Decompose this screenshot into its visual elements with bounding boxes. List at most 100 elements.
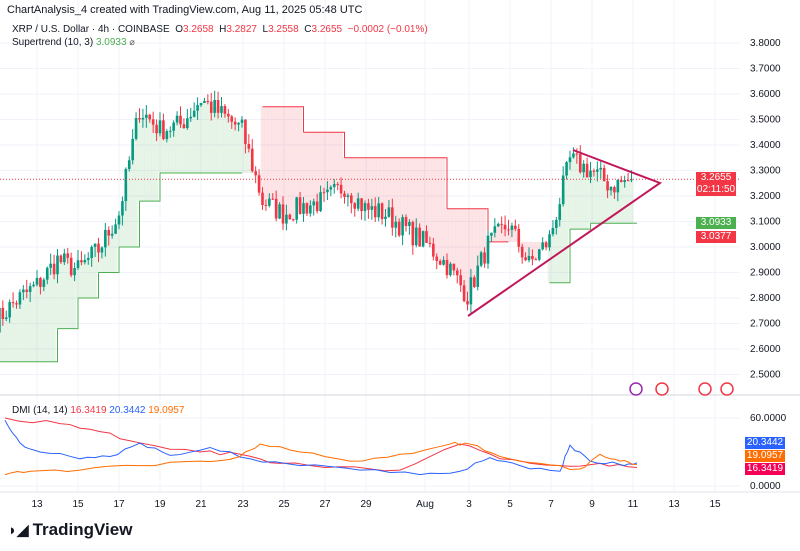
- candle-body: [442, 259, 445, 265]
- candle-body: [534, 259, 538, 261]
- candle-body: [609, 187, 613, 191]
- x-tick-label: 13: [668, 499, 680, 510]
- candle-body: [127, 160, 131, 169]
- candle-body: [285, 214, 288, 224]
- candle-body: [90, 246, 93, 258]
- event-icon: [720, 382, 734, 396]
- event-icon: [655, 382, 669, 396]
- candle-body: [602, 167, 606, 182]
- candle-body: [531, 255, 534, 260]
- price-tick-label: 3.2000: [750, 191, 781, 202]
- price-tick-label: 3.8000: [750, 38, 781, 49]
- candle-body: [49, 263, 52, 268]
- dmi-plus-di-line: [4, 420, 638, 476]
- tradingview-logo: ◗◢ TradingView: [8, 520, 132, 540]
- candle-body: [131, 138, 134, 161]
- candle-body: [551, 227, 555, 235]
- supertrend-line: [139, 173, 161, 202]
- dmi-adx-line: [4, 417, 638, 472]
- candle-body: [155, 124, 158, 134]
- candle-body: [8, 302, 11, 318]
- candle-body: [592, 170, 596, 172]
- chart-header: ChartAnalysis_4 created with TradingView…: [7, 4, 363, 16]
- supertrend-line: [509, 242, 550, 283]
- candle-body: [179, 115, 182, 125]
- candle-body: [203, 100, 206, 103]
- candle-body: [541, 242, 544, 250]
- hidden-eye-icon[interactable]: ⌀: [129, 37, 135, 47]
- candle-body: [312, 201, 316, 206]
- price-tick-label: 3.4000: [750, 140, 781, 151]
- dmi-plus-tag: 20.3442: [745, 437, 785, 449]
- candle-body: [295, 197, 298, 220]
- supertrend-tag: 3.0933: [696, 217, 736, 229]
- candle-body: [524, 257, 527, 261]
- candle-body: [496, 223, 500, 227]
- candle-body: [343, 193, 346, 198]
- price-tick-label: 3.7000: [750, 64, 781, 75]
- candle-body: [500, 223, 503, 225]
- price-tick-label: 3.5000: [750, 115, 781, 126]
- candle-body: [630, 179, 633, 181]
- candle-body: [59, 255, 63, 263]
- candle-body: [309, 205, 312, 214]
- candle-body: [199, 102, 203, 106]
- candle-body: [0, 307, 1, 333]
- candle-body: [462, 285, 466, 302]
- candle-body: [15, 303, 18, 305]
- candle-body: [141, 117, 145, 120]
- supertrend-legend[interactable]: Supertrend (10, 3) 3.0933 ⌀: [12, 37, 135, 48]
- candle-body: [186, 118, 189, 129]
- candle-body: [394, 221, 398, 228]
- candle-body: [4, 317, 8, 319]
- candle-body: [110, 233, 114, 236]
- candle-body: [274, 198, 278, 219]
- candle-body: [42, 279, 46, 287]
- supertrend-line: [57, 298, 79, 330]
- price-tick-label: 3.0000: [750, 242, 781, 253]
- x-tick-label: 9: [589, 499, 595, 510]
- symbol-legend[interactable]: XRP / U.S. Dollar · 4h · COINBASE O3.265…: [12, 24, 428, 35]
- candle-body: [93, 243, 97, 247]
- supertrend-line: [78, 272, 99, 299]
- price-tick-label: 2.7000: [750, 319, 781, 330]
- candle-body: [483, 252, 486, 264]
- candle-body: [507, 229, 510, 231]
- supertrend-alt-tag: 3.0377: [696, 231, 736, 243]
- x-tick-label: 11: [628, 499, 639, 510]
- candle-body: [319, 192, 322, 212]
- candle-body: [69, 257, 73, 276]
- candle-body: [151, 119, 155, 125]
- candle-body: [565, 162, 568, 176]
- candle-body: [165, 131, 169, 140]
- price-tick-label: 2.5000: [750, 370, 781, 381]
- candle-body: [18, 292, 22, 305]
- candle-body: [264, 204, 268, 206]
- candle-body: [377, 203, 380, 218]
- candle-body: [233, 121, 237, 125]
- candle-body: [408, 222, 411, 227]
- candle-body: [63, 253, 66, 263]
- candle-body: [86, 257, 90, 260]
- candle-body: [613, 187, 616, 193]
- candle-body: [83, 259, 87, 263]
- x-tick-label: 27: [319, 499, 331, 510]
- candle-body: [568, 157, 572, 163]
- candle-body: [121, 201, 124, 216]
- candle-body: [616, 179, 620, 193]
- candle-body: [380, 203, 384, 220]
- x-tick-label: 29: [360, 499, 372, 510]
- candle-body: [206, 100, 210, 102]
- candle-body: [363, 203, 367, 212]
- candle-body: [305, 203, 309, 214]
- dmi-legend[interactable]: DMI (14, 14) 16.3419 20.3442 19.0957: [12, 405, 184, 416]
- candle-body: [411, 222, 415, 246]
- price-tick-label: 2.6000: [750, 344, 781, 355]
- candle-body: [367, 203, 370, 210]
- candle-body: [428, 242, 432, 244]
- price-tick-label: 3.6000: [750, 89, 781, 100]
- candle-body: [25, 289, 29, 292]
- candle-body: [578, 154, 582, 173]
- close-value: 3.2655: [311, 24, 343, 35]
